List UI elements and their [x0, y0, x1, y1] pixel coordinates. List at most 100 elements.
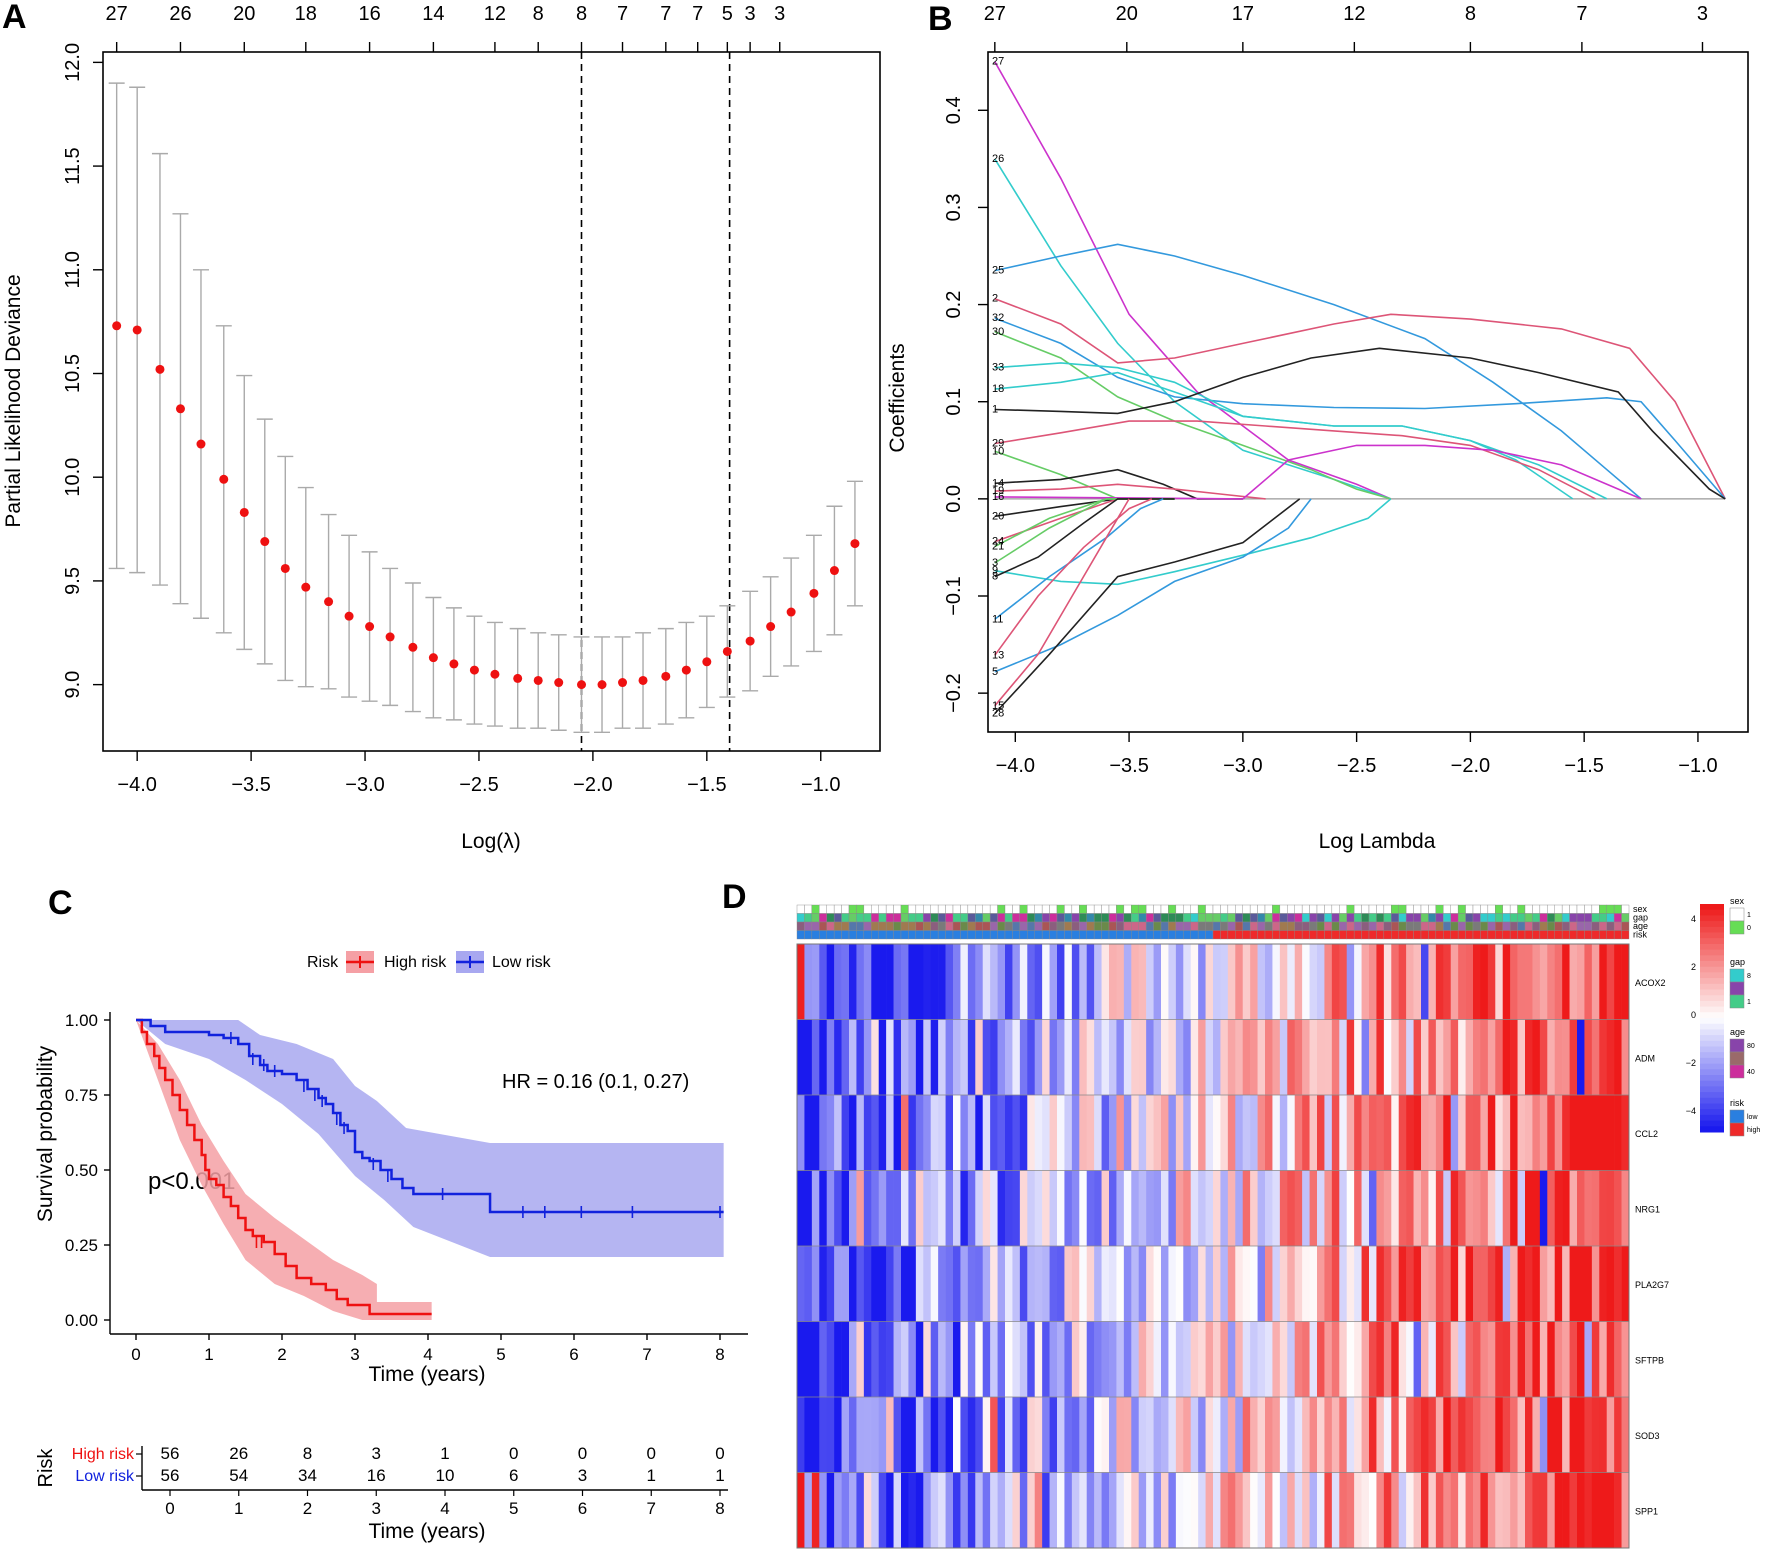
colorbar-step-14	[1700, 983, 1724, 990]
ann-age-88	[1450, 921, 1459, 931]
heat-cell-NRG1-98	[1525, 1170, 1533, 1246]
heat-cell-ACOX2-97	[1517, 944, 1526, 1020]
heat-cell-PLA2G7-31	[1027, 1246, 1036, 1322]
panel-b-xtick-label-4: −2.0	[1451, 755, 1490, 777]
ann-risk-42	[1108, 930, 1117, 940]
heat-cell-ACOX2-24	[975, 944, 984, 1020]
heat-gene-label-ADM: ADM	[1635, 1053, 1655, 1063]
heat-cell-ADM-91	[1473, 1019, 1481, 1095]
heat-cell-SOD3-36	[1064, 1397, 1073, 1473]
ann-gap-48	[1153, 913, 1162, 923]
panel-b-path-label-11: 14	[992, 477, 1004, 489]
heat-cell-ACOX2-79	[1383, 944, 1392, 1020]
panel-a-toptick-label-12: 5	[722, 3, 733, 25]
panel-b-path-label-19: 8	[992, 571, 998, 583]
heat-cell-SPP1-13	[893, 1472, 902, 1548]
heat-cell-SPP1-47	[1146, 1472, 1154, 1548]
heat-cell-PLA2G7-62	[1257, 1246, 1266, 1322]
heat-cell-SPP1-80	[1391, 1472, 1400, 1548]
heat-cell-SFTPB-63	[1265, 1321, 1273, 1397]
heat-cell-ACOX2-107	[1591, 944, 1600, 1020]
heat-cell-PLA2G7-90	[1465, 1246, 1474, 1322]
heat-cell-ADM-80	[1391, 1019, 1400, 1095]
heat-cell-ACOX2-35	[1057, 944, 1065, 1020]
colorbar-step-18	[1700, 1006, 1724, 1013]
heatmap-border	[796, 943, 1630, 1549]
ann-gap-57	[1220, 913, 1229, 923]
heat-cell-ADM-54	[1198, 1019, 1206, 1095]
heat-cell-SFTPB-36	[1064, 1321, 1073, 1397]
ann-sex-28	[1004, 904, 1013, 914]
heat-cell-SPP1-33	[1042, 1472, 1050, 1548]
ann-sex-62	[1257, 904, 1266, 914]
heat-cell-ACOX2-67	[1294, 944, 1303, 1020]
heat-cell-CCL2-47	[1146, 1095, 1154, 1171]
heat-cell-ACOX2-76	[1361, 944, 1370, 1020]
heat-cell-ACOX2-45	[1131, 944, 1140, 1020]
heat-cell-SPP1-103	[1562, 1472, 1570, 1548]
heat-cell-ADM-44	[1123, 1019, 1132, 1095]
heat-cell-PLA2G7-102	[1554, 1246, 1563, 1322]
ann-risk-20	[945, 930, 954, 940]
heat-cell-SFTPB-47	[1146, 1321, 1154, 1397]
ann-sex-59	[1235, 904, 1243, 914]
ann-age-54	[1197, 921, 1206, 931]
colorbar-step-0	[1700, 904, 1724, 911]
ann-age-21	[952, 921, 961, 931]
ann-risk-92	[1480, 930, 1489, 940]
panel-a-toptick-label-11: 7	[692, 3, 703, 25]
heat-cell-PLA2G7-63	[1265, 1246, 1273, 1322]
ann-gap-13	[893, 913, 902, 923]
heat-cell-SOD3-14	[901, 1397, 909, 1473]
heat-cell-PLA2G7-104	[1569, 1246, 1578, 1322]
colorbar-step-11	[1700, 966, 1724, 973]
ann-sex-30	[1019, 904, 1028, 914]
heat-cell-SOD3-55	[1205, 1397, 1214, 1473]
ann-age-17	[923, 921, 931, 931]
heat-cell-ACOX2-40	[1094, 944, 1102, 1020]
ann-risk-74	[1346, 930, 1355, 940]
heat-cell-PLA2G7-34	[1049, 1246, 1058, 1322]
heat-cell-PLA2G7-10	[871, 1246, 880, 1322]
ann-risk-18	[930, 930, 939, 940]
heat-cell-CCL2-72	[1331, 1095, 1340, 1171]
ann-risk-57	[1220, 930, 1229, 940]
ann-gap-16	[915, 913, 924, 923]
heat-cell-SPP1-18	[930, 1472, 939, 1548]
ann-risk-11	[878, 930, 887, 940]
heat-cell-NRG1-68	[1302, 1170, 1310, 1246]
heat-cell-PLA2G7-74	[1346, 1246, 1355, 1322]
heat-cell-CCL2-107	[1591, 1095, 1600, 1171]
heat-cell-ADM-108	[1599, 1019, 1608, 1095]
heat-cell-SFTPB-45	[1131, 1321, 1140, 1397]
heat-cell-PLA2G7-80	[1391, 1246, 1400, 1322]
heat-cell-ACOX2-22	[960, 944, 969, 1020]
ann-gap-32	[1034, 913, 1043, 923]
heat-cell-ACOX2-47	[1146, 944, 1154, 1020]
ann-gap-8	[856, 913, 865, 923]
heat-cell-NRG1-26	[990, 1170, 998, 1246]
ann-sex-16	[915, 904, 924, 914]
ann-sex-75	[1353, 904, 1362, 914]
heat-cell-ACOX2-51	[1175, 944, 1184, 1020]
heat-cell-SOD3-26	[990, 1397, 998, 1473]
panel-a-point-22	[577, 680, 587, 690]
colorbar-step-31	[1700, 1080, 1724, 1087]
ann-gap-61	[1249, 913, 1258, 923]
heat-cell-SPP1-95	[1502, 1472, 1511, 1548]
panel-b-path-26	[994, 158, 1392, 500]
heat-cell-SOD3-81	[1398, 1397, 1407, 1473]
heat-cell-SPP1-101	[1547, 1472, 1556, 1548]
panel-a-point-9	[301, 582, 311, 592]
panel-a-point-2	[155, 364, 165, 374]
ann-risk-12	[885, 930, 894, 940]
heat-cell-NRG1-65	[1279, 1170, 1288, 1246]
ann-age-11	[878, 921, 887, 931]
heat-cell-NRG1-84	[1421, 1170, 1429, 1246]
heat-cell-SOD3-43	[1116, 1397, 1125, 1473]
ann-age-37	[1071, 921, 1080, 931]
colorbar-step-26	[1700, 1052, 1724, 1059]
panel-c-xtick-label-2: 2	[277, 1345, 286, 1364]
panel-b-ytick-label-0: −0.2	[943, 673, 965, 712]
heat-cell-SPP1-92	[1480, 1472, 1489, 1548]
